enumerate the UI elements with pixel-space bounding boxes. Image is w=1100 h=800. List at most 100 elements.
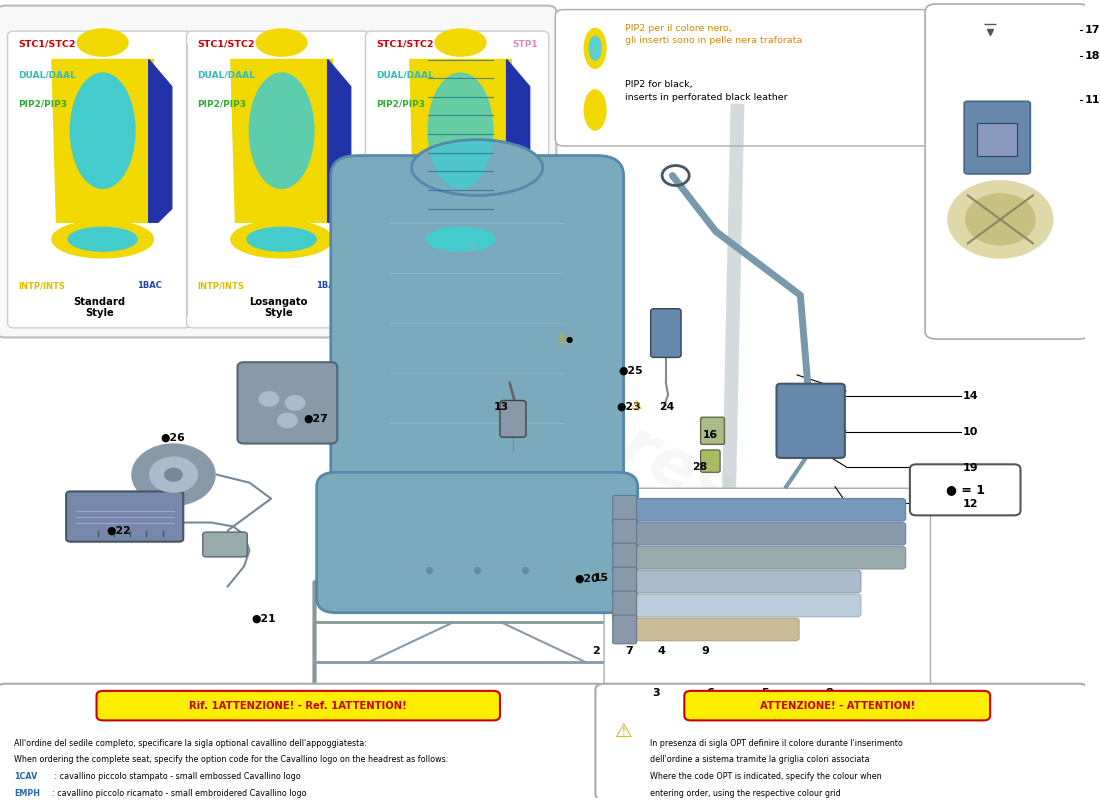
- Text: 7: 7: [625, 646, 632, 656]
- Polygon shape: [328, 59, 351, 222]
- FancyBboxPatch shape: [238, 362, 338, 443]
- Text: PIP2/PIP3: PIP2/PIP3: [19, 100, 67, 109]
- Text: : cavallino piccolo ricamato - small embroidered Cavallino logo: : cavallino piccolo ricamato - small emb…: [52, 789, 307, 798]
- Text: 17: 17: [1085, 25, 1100, 34]
- Text: PIP2 for black,
inserts in perforated black leather: PIP2 for black, inserts in perforated bl…: [625, 80, 788, 102]
- Text: : cavallino piccolo stampato - small embossed Cavallino logo: : cavallino piccolo stampato - small emb…: [52, 772, 300, 782]
- FancyBboxPatch shape: [623, 618, 799, 641]
- Text: When ordering the complete seat, specify the option code for the Cavallino logo : When ordering the complete seat, specify…: [14, 755, 449, 765]
- FancyBboxPatch shape: [569, 21, 622, 76]
- Ellipse shape: [250, 73, 314, 188]
- Text: PIP2/PIP3: PIP2/PIP3: [376, 100, 426, 109]
- Text: PIP2 per il colore nero,
gli inserti sono in pelle nera traforata: PIP2 per il colore nero, gli inserti son…: [625, 24, 802, 46]
- Text: 1BAC: 1BAC: [495, 282, 519, 290]
- Text: 28: 28: [692, 462, 707, 472]
- Ellipse shape: [231, 221, 332, 258]
- Text: All'ordine del sedile completo, specificare la sigla optional cavallino dell'app: All'ordine del sedile completo, specific…: [14, 738, 367, 748]
- Circle shape: [966, 194, 1035, 245]
- Text: DUAL/DAAL: DUAL/DAAL: [376, 70, 435, 79]
- FancyBboxPatch shape: [623, 570, 861, 593]
- Text: Daytona
Style: Daytona Style: [433, 297, 481, 318]
- Text: STC1/STC2: STC1/STC2: [19, 40, 76, 49]
- Text: ●22: ●22: [107, 526, 131, 535]
- Polygon shape: [231, 59, 337, 222]
- Text: eurospares: eurospares: [341, 271, 744, 527]
- FancyBboxPatch shape: [365, 31, 549, 328]
- Text: Standard
Style: Standard Style: [74, 297, 125, 318]
- Text: ⚠: ⚠: [556, 332, 568, 346]
- Text: In presenza di sigla OPT definire il colore durante l'inserimento: In presenza di sigla OPT definire il col…: [650, 738, 902, 748]
- Ellipse shape: [70, 73, 135, 188]
- Ellipse shape: [584, 90, 606, 130]
- Text: 9: 9: [701, 646, 708, 656]
- FancyBboxPatch shape: [500, 401, 526, 437]
- Ellipse shape: [428, 73, 493, 188]
- Ellipse shape: [436, 29, 486, 56]
- Text: ●20: ●20: [575, 574, 600, 583]
- FancyBboxPatch shape: [556, 10, 953, 146]
- FancyBboxPatch shape: [187, 31, 370, 328]
- Text: 6: 6: [706, 688, 714, 698]
- FancyBboxPatch shape: [623, 498, 905, 521]
- Text: 8: 8: [826, 688, 834, 698]
- FancyBboxPatch shape: [613, 567, 637, 596]
- Text: ●27: ●27: [304, 414, 329, 424]
- Ellipse shape: [584, 28, 606, 68]
- Text: ⚠: ⚠: [615, 722, 632, 741]
- Circle shape: [277, 414, 297, 428]
- Text: dell'ordine a sistema tramite la griglia colori associata: dell'ordine a sistema tramite la griglia…: [650, 755, 869, 765]
- Text: ●23: ●23: [616, 402, 640, 412]
- Text: STP1: STP1: [513, 40, 538, 49]
- FancyBboxPatch shape: [910, 464, 1021, 515]
- Text: INTP/INTS: INTP/INTS: [197, 282, 244, 290]
- Text: 4: 4: [658, 646, 666, 656]
- Text: EMPH: EMPH: [14, 789, 40, 798]
- Text: ●: ●: [565, 334, 572, 343]
- Ellipse shape: [68, 227, 138, 251]
- Text: DUAL/DAAL: DUAL/DAAL: [197, 70, 255, 79]
- FancyBboxPatch shape: [66, 491, 184, 542]
- FancyBboxPatch shape: [317, 472, 638, 613]
- Text: 19: 19: [962, 462, 979, 473]
- FancyBboxPatch shape: [569, 82, 622, 138]
- Circle shape: [260, 392, 278, 406]
- Circle shape: [948, 181, 1053, 258]
- Text: Rif. 1ATTENZIONE! - Ref. 1ATTENTION!: Rif. 1ATTENZIONE! - Ref. 1ATTENTION!: [189, 701, 407, 710]
- Circle shape: [165, 468, 183, 481]
- Ellipse shape: [410, 221, 512, 258]
- FancyBboxPatch shape: [8, 31, 191, 328]
- Ellipse shape: [590, 36, 601, 60]
- Text: INTP/INTS: INTP/INTS: [376, 282, 424, 290]
- FancyBboxPatch shape: [613, 495, 637, 524]
- Text: ●21: ●21: [252, 614, 276, 623]
- FancyBboxPatch shape: [623, 522, 905, 545]
- Text: ●26: ●26: [161, 432, 185, 442]
- Circle shape: [150, 457, 197, 492]
- FancyBboxPatch shape: [613, 519, 637, 548]
- Text: STC1/STC2: STC1/STC2: [376, 40, 433, 49]
- FancyBboxPatch shape: [604, 488, 931, 693]
- Text: STC1/STC2: STC1/STC2: [197, 40, 255, 49]
- FancyBboxPatch shape: [977, 123, 1018, 156]
- Text: ⚠: ⚠: [630, 398, 641, 412]
- Polygon shape: [410, 59, 516, 222]
- FancyBboxPatch shape: [623, 594, 861, 617]
- Polygon shape: [52, 59, 158, 222]
- Polygon shape: [507, 59, 530, 222]
- FancyBboxPatch shape: [331, 155, 624, 538]
- Text: 13: 13: [494, 402, 508, 412]
- Text: 2: 2: [593, 646, 601, 656]
- Text: 1CAV: 1CAV: [14, 772, 37, 782]
- FancyBboxPatch shape: [613, 615, 637, 644]
- Text: entering order, using the respective colour grid: entering order, using the respective col…: [650, 789, 840, 798]
- Text: Losangato
Style: Losangato Style: [249, 297, 307, 318]
- Ellipse shape: [77, 29, 128, 56]
- FancyBboxPatch shape: [202, 532, 248, 557]
- Text: ● = 1: ● = 1: [946, 483, 984, 496]
- FancyBboxPatch shape: [965, 102, 1031, 174]
- Text: DUAL/DAAL: DUAL/DAAL: [19, 70, 76, 79]
- Ellipse shape: [248, 227, 316, 251]
- FancyBboxPatch shape: [701, 450, 721, 472]
- Ellipse shape: [52, 221, 153, 258]
- Circle shape: [285, 396, 305, 410]
